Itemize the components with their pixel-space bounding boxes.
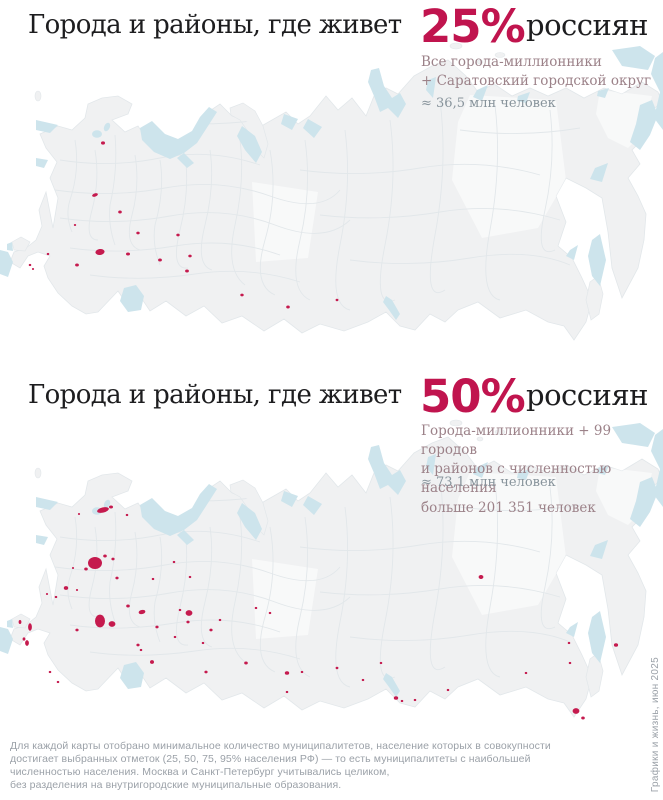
population-total: ≈ 36,5 млн человек <box>421 96 556 111</box>
map-subtitle: Города-миллионники + 99 городов и районо… <box>421 423 612 516</box>
city-dots-25-percent <box>28 141 339 309</box>
map-subtitle: Все города-миллионники + Саратовский гор… <box>421 54 652 90</box>
russia-map-25-percent <box>0 40 663 380</box>
percent-value: 50% <box>420 370 526 423</box>
city-dots-50-percent <box>18 505 619 720</box>
map-title-suffix: россиян <box>526 378 648 412</box>
russia-map-50-percent <box>0 417 663 720</box>
map-title-suffix: россиян <box>526 8 648 42</box>
methodology-note: Для каждой карты отобрано минимальное ко… <box>10 740 551 792</box>
population-total: ≈ 73,1 млн человек <box>421 475 556 490</box>
percent-value: 25% <box>420 0 526 53</box>
map-title-prefix: Города и районы, где живет <box>28 10 402 40</box>
header-25-percent: Города и районы, где живет 25% россиян В… <box>0 0 663 130</box>
source-credit: Графики и жизнь, июн 2025 <box>650 656 661 792</box>
map-title-prefix: Города и районы, где живет <box>28 380 402 410</box>
header-50-percent: Города и районы, где живет 50% россиян Г… <box>0 370 663 516</box>
